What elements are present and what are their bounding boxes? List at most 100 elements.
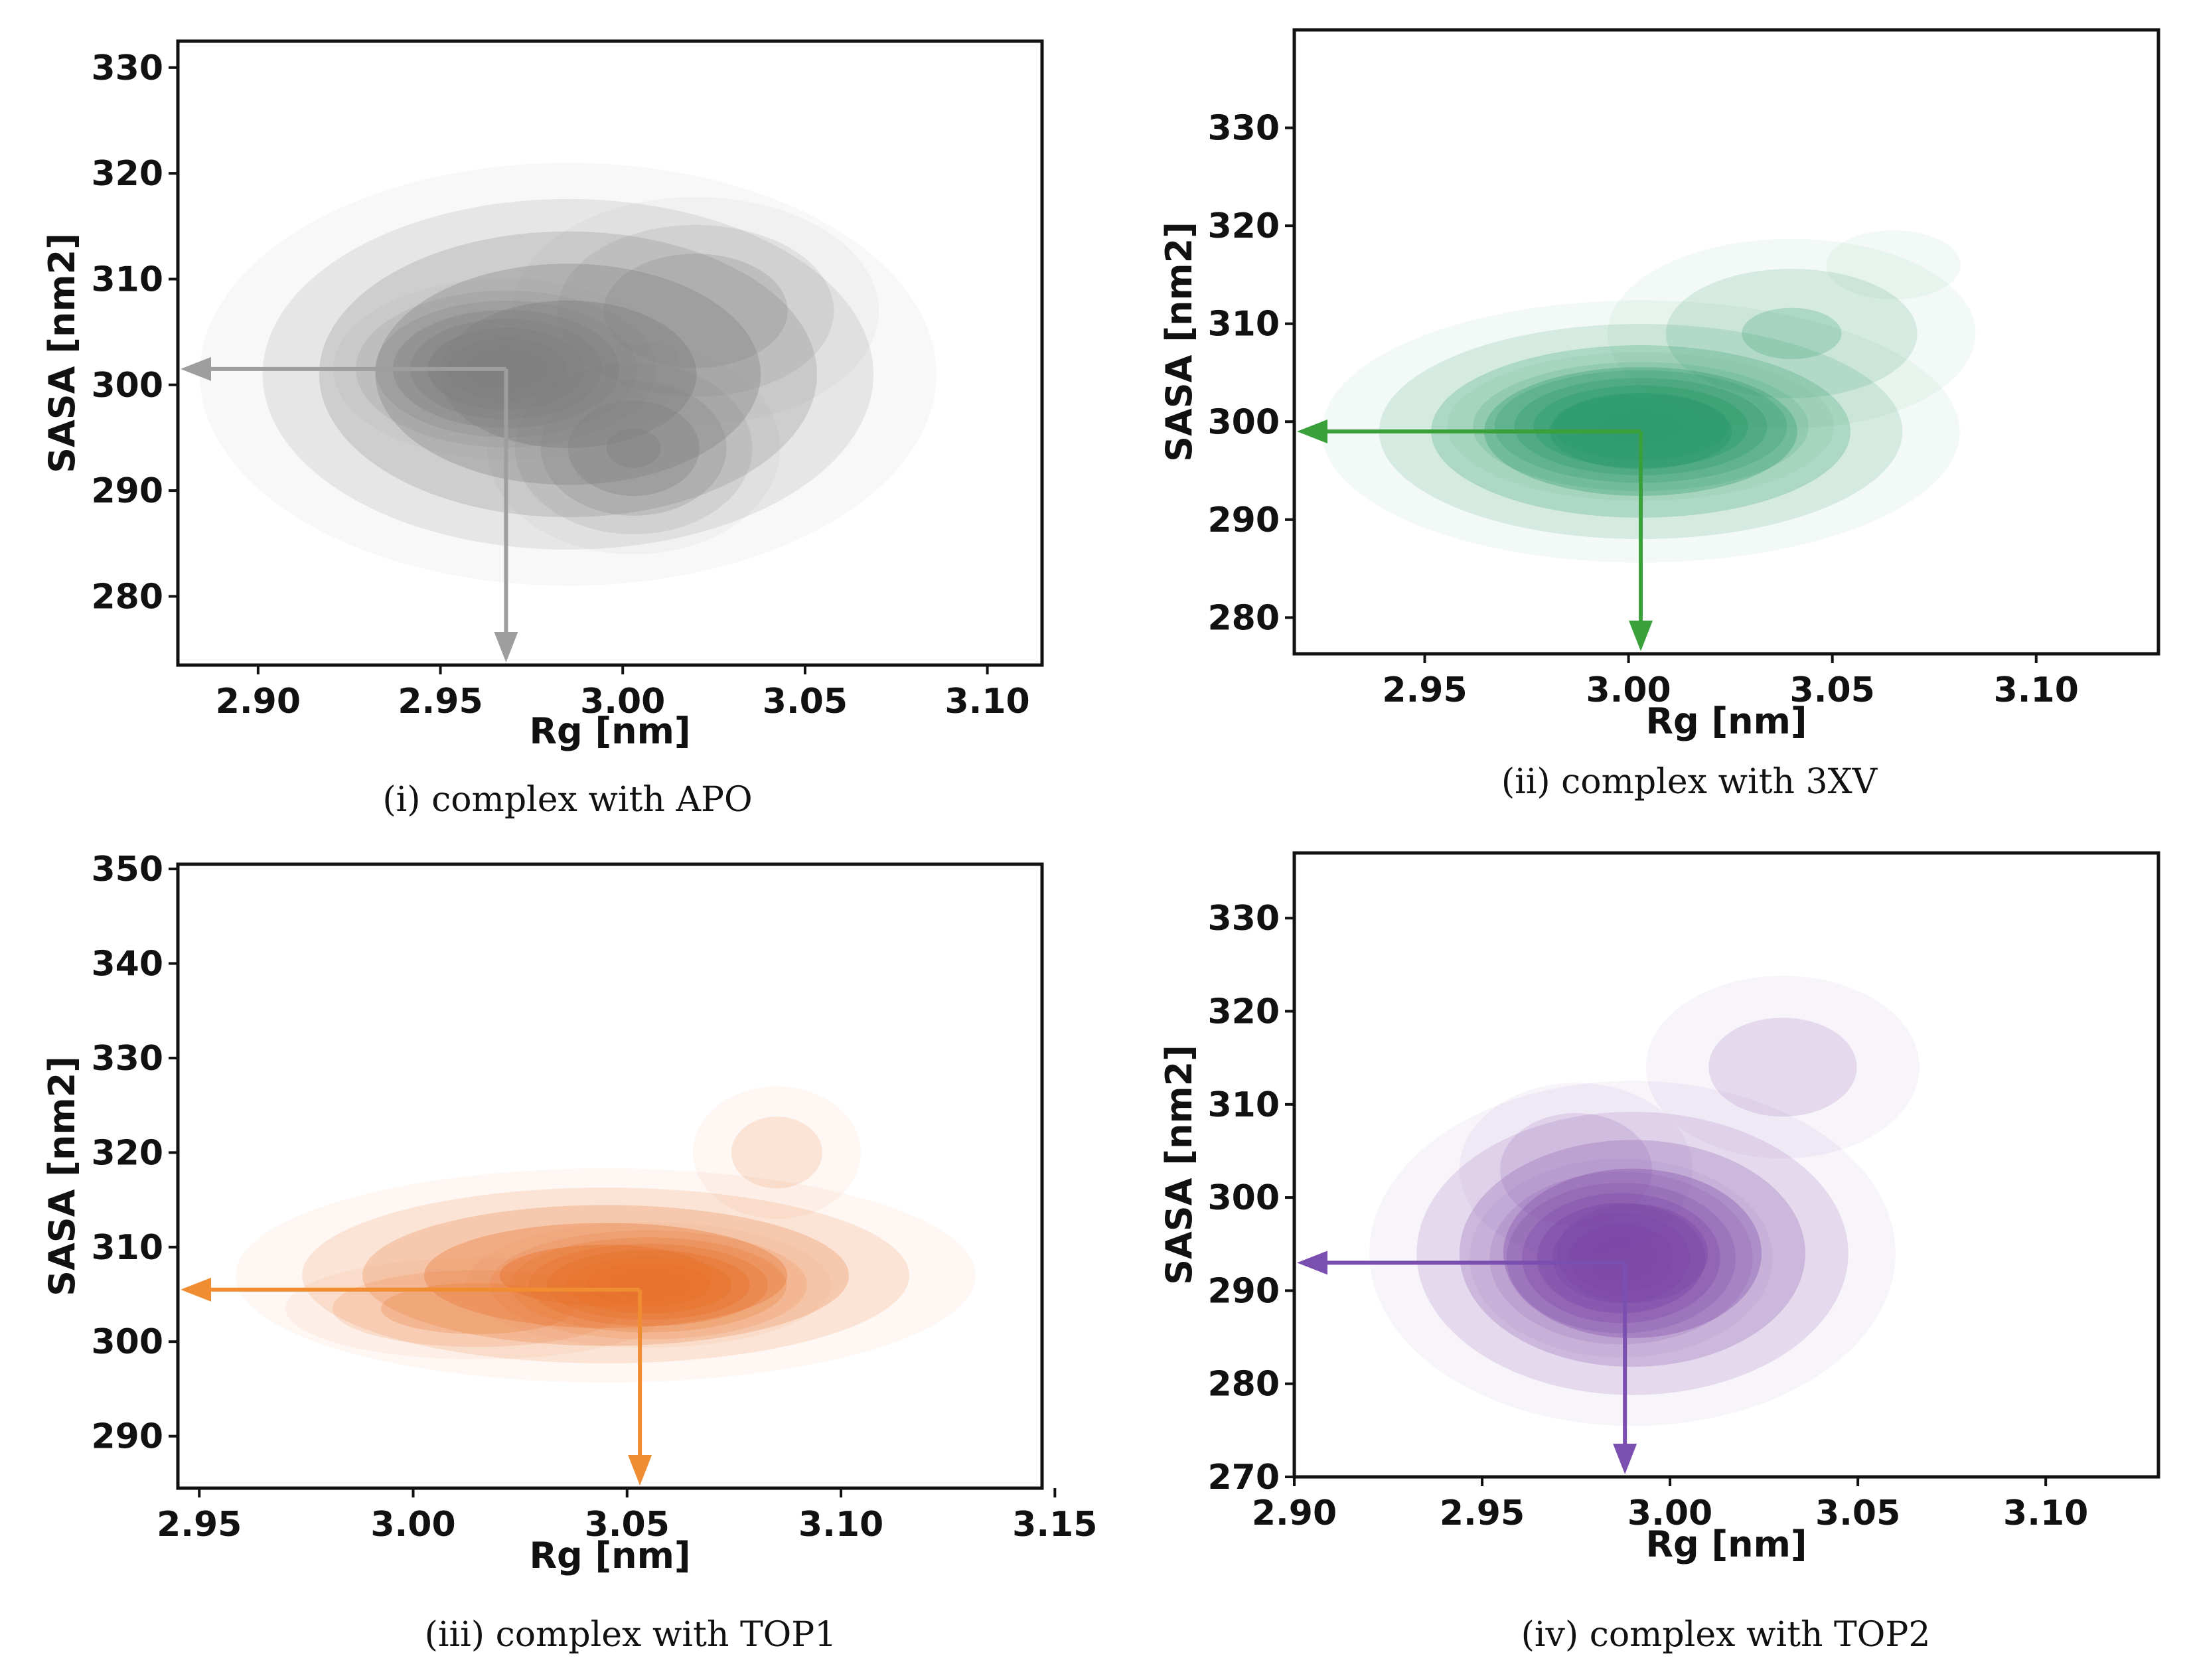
arrow-head-left [1297, 1251, 1327, 1275]
y-tick-label: 280 [91, 577, 163, 617]
arrows [1297, 1251, 1637, 1474]
y-ticks: 270 280 290 300 310 320 330 [1207, 899, 1294, 1497]
arrow-head-down [628, 1455, 652, 1486]
y-tick-label: 340 [91, 945, 163, 984]
x-axis-label: Rg [nm] [1645, 700, 1807, 742]
y-tick-label: 270 [1207, 1458, 1280, 1497]
density-area [1321, 230, 1976, 563]
x-axis-label: Rg [nm] [529, 1535, 690, 1576]
density-contour-2-1 [731, 1116, 822, 1189]
x-ticks: 2.95 3.00 3.05 3.10 3.15 [157, 1488, 1097, 1545]
panel-caption: (i) complex with APO [382, 780, 752, 820]
y-tick-label: 320 [1207, 206, 1280, 246]
x-axis-label: Rg [nm] [529, 710, 690, 752]
density-contour-2-1 [1665, 268, 1918, 398]
plot-frame [176, 39, 1044, 667]
x-tick-label: 2.95 [1382, 670, 1467, 710]
x-tick-label: 3.00 [1586, 670, 1671, 710]
y-tick-label: 310 [1207, 1085, 1280, 1125]
y-tick-label: 290 [1207, 500, 1280, 540]
y-ticks: 280 290 300 310 320 330 [1207, 109, 1294, 638]
x-tick-label: 3.00 [1627, 1493, 1712, 1533]
panel-caption: (iv) complex with TOP2 [1521, 1615, 1931, 1655]
density-contour-2-1 [515, 362, 753, 534]
plot-frame [176, 862, 1044, 1490]
density-contour-3-2 [603, 254, 788, 368]
x-tick-label: 3.05 [585, 1505, 670, 1545]
x-tick-label: 3.00 [580, 682, 665, 722]
x-ticks: 2.90 2.95 3.00 3.05 3.10 [1252, 1477, 2088, 1533]
y-axis-label: SASA [nm2] [41, 233, 83, 473]
y-tick-label: 300 [91, 1322, 163, 1362]
density-contour-2-4 [606, 428, 661, 468]
y-tick-label: 320 [91, 1133, 163, 1173]
arrow-head-down [1629, 621, 1653, 651]
y-tick-label: 330 [1207, 899, 1280, 939]
density-contour-3-0 [1459, 1083, 1693, 1257]
y-tick-label: 310 [1207, 305, 1280, 344]
density-contour-3-0 [1826, 230, 1961, 300]
density-contour-2-0 [1645, 976, 1920, 1159]
panel-caption: (iii) complex with TOP1 [425, 1615, 837, 1655]
arrows [181, 1277, 652, 1486]
density-contour-3-0 [285, 1257, 670, 1360]
y-tick-label: 300 [91, 366, 163, 406]
arrow-head-left [1297, 420, 1327, 444]
density-contour-3-2 [381, 1282, 574, 1334]
y-tick-label: 350 [91, 850, 163, 889]
x-axis-label: Rg [nm] [1645, 1523, 1807, 1565]
density-contour-1-7 [1588, 1237, 1654, 1280]
arrow-head-left [181, 356, 211, 381]
y-tick-label: 330 [91, 1039, 163, 1079]
y-tick-label: 320 [91, 154, 163, 194]
y-ticks: 280 290 300 310 320 330 [91, 48, 178, 617]
density-contour-2-2 [540, 380, 727, 516]
density-contour-3-1 [557, 224, 834, 397]
y-tick-label: 290 [91, 471, 163, 511]
x-tick-label: 2.95 [157, 1505, 242, 1545]
density-contour-2-0 [692, 1086, 861, 1219]
y-tick-label: 290 [91, 1417, 163, 1457]
panel-3xv: 2.95 3.00 3.05 3.10 280 290 300 310 320 330 Rg [… [1158, 28, 2160, 802]
x-tick-label: 3.10 [944, 682, 1029, 722]
plot-frame [1292, 28, 2160, 656]
arrows [181, 356, 518, 662]
density-contour-2-0 [1608, 238, 1976, 429]
panel-apo: 2.90 2.95 3.00 3.05 3.10 280290300310320330 … [41, 39, 1044, 820]
y-tick-label: 320 [1207, 992, 1280, 1032]
x-ticks: 2.90 2.95 3.00 3.05 3.10 [216, 665, 1030, 722]
density-contour-2-1 [1708, 1018, 1857, 1117]
x-tick-label: 3.10 [798, 1505, 883, 1545]
arrow-head-left [181, 1277, 211, 1302]
y-tick-label: 310 [91, 260, 163, 299]
density-contour-1-7 [1599, 410, 1683, 443]
x-tick-label: 3.05 [1790, 670, 1875, 710]
x-tick-label: 2.90 [1252, 1493, 1337, 1533]
y-tick-label: 330 [91, 48, 163, 88]
x-tick-label: 2.90 [216, 682, 301, 722]
y-axis-label: SASA [nm2] [41, 1056, 83, 1296]
y-tick-label: 330 [1207, 109, 1280, 149]
y-tick-label: 280 [1207, 598, 1280, 638]
y-tick-label: 300 [1207, 402, 1280, 442]
arrow-head-down [1613, 1444, 1637, 1474]
density-contour-2-0 [487, 342, 781, 555]
density-contour-2-3 [567, 400, 700, 496]
y-tick-label: 290 [1207, 1271, 1280, 1311]
density-area [236, 1086, 976, 1383]
x-tick-label: 2.95 [398, 682, 483, 722]
density-contour-3-1 [1500, 1112, 1653, 1227]
panel-caption: (ii) complex with 3XV [1501, 762, 1878, 802]
y-ticks: 290 300 310 320 330 340 350 [91, 850, 178, 1457]
x-tick-label: 3.10 [2003, 1493, 2088, 1533]
x-tick-label: 3.15 [1012, 1505, 1097, 1545]
density-contour-3-0 [512, 196, 879, 425]
y-tick-label: 310 [91, 1228, 163, 1268]
y-axis-label: SASA [nm2] [1158, 222, 1200, 462]
y-axis-label: SASA [nm2] [1158, 1045, 1200, 1285]
x-tick-label: 2.95 [1440, 1493, 1525, 1533]
panel-top1: 2.95 3.00 3.05 3.10 3.15 290 300 310 320 330 340 3… [41, 850, 1097, 1655]
arrow-head-down [494, 632, 518, 662]
density-contour-2-2 [1742, 307, 1842, 360]
